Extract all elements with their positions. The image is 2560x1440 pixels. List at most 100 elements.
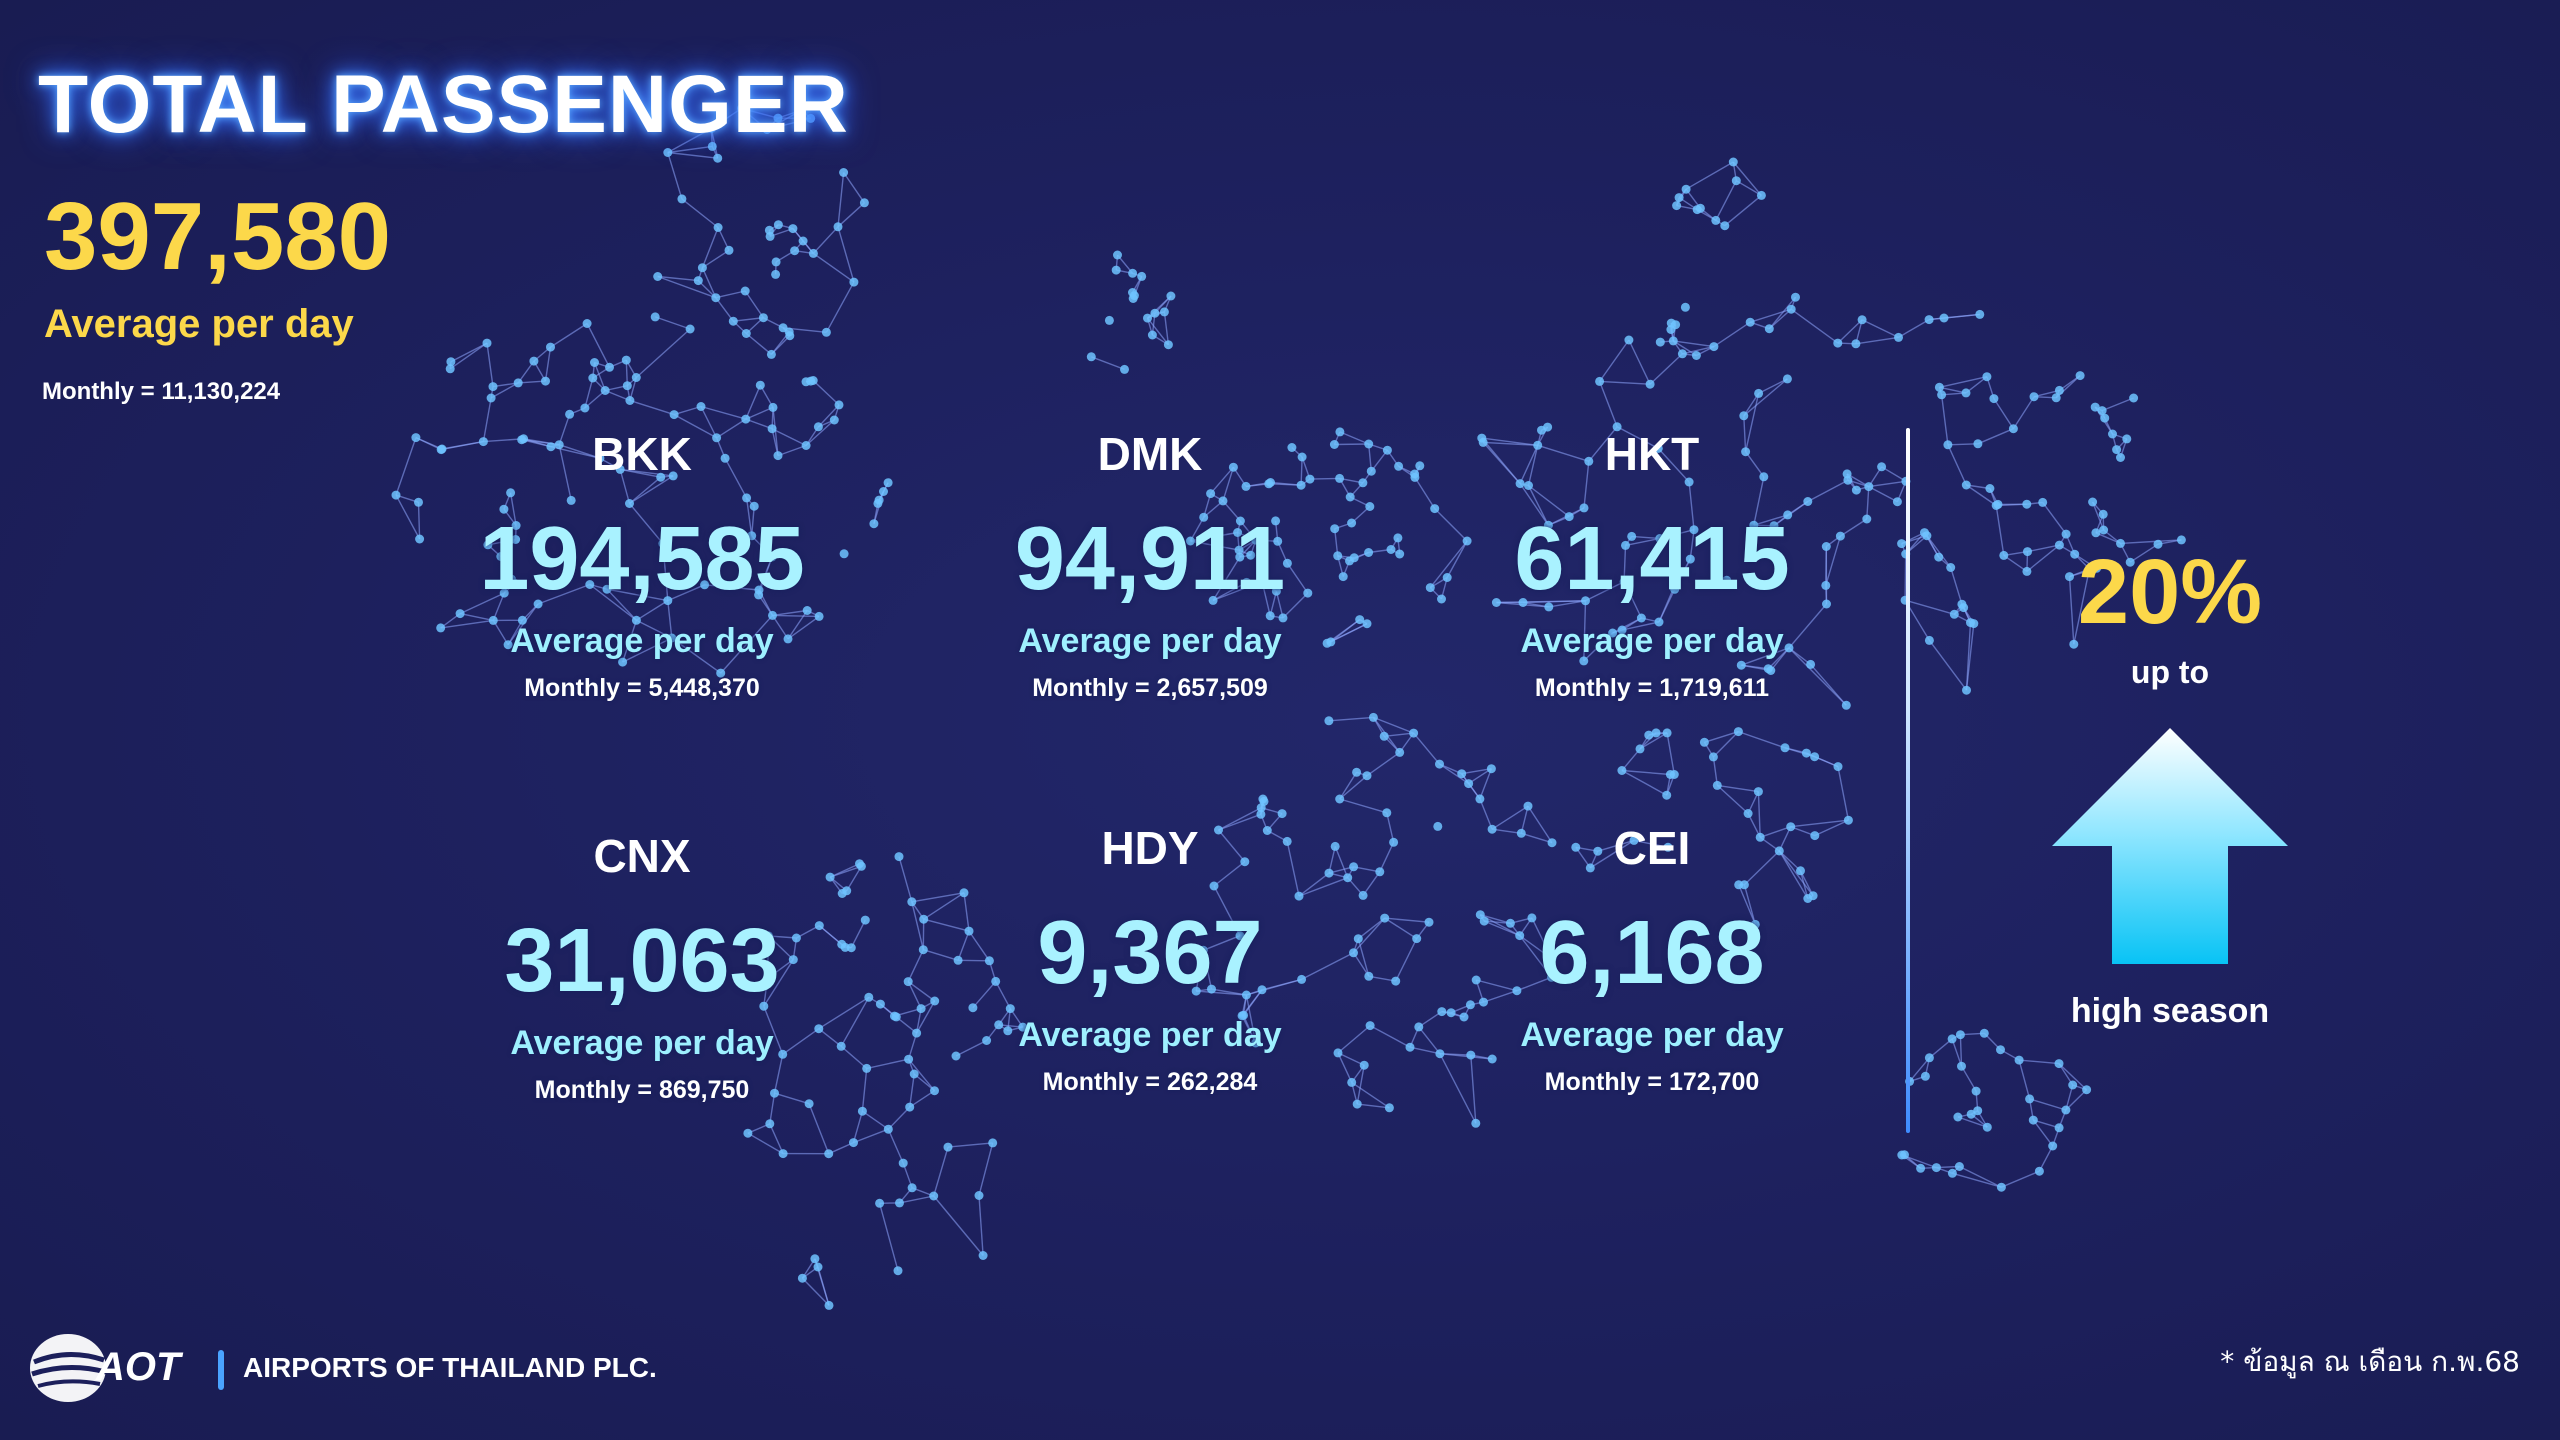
map-node	[1985, 484, 1995, 493]
map-edge	[1741, 647, 1790, 666]
map-node	[1924, 1053, 1934, 1063]
map-node	[1624, 335, 1634, 345]
map-edge	[1337, 1052, 1365, 1066]
map-edge	[1395, 938, 1418, 982]
map-node	[873, 498, 883, 508]
map-node	[904, 1054, 914, 1064]
map-edge	[1190, 540, 1240, 551]
map-node	[2054, 1123, 2064, 1133]
map-node	[1937, 390, 1947, 400]
map-node	[978, 1251, 988, 1260]
map-node	[677, 194, 687, 204]
map-node	[903, 977, 913, 987]
map-edge	[1202, 950, 1213, 990]
map-node	[1479, 916, 1489, 926]
map-edge	[1753, 476, 1765, 526]
map-node	[1412, 934, 1422, 944]
map-node	[2098, 509, 2108, 519]
map-edge	[1583, 632, 1614, 662]
map-edge	[1222, 466, 1235, 502]
map-node	[1999, 550, 2009, 560]
map-edge	[1369, 1024, 1411, 1048]
map-node	[771, 257, 781, 267]
map-node	[1251, 1038, 1261, 1048]
map-node	[1395, 747, 1405, 757]
map-node	[1264, 479, 1274, 489]
vertical-divider	[1906, 428, 1910, 1133]
map-edge	[483, 438, 524, 443]
map-node	[953, 955, 963, 965]
map-edge	[843, 172, 865, 204]
map-node	[1685, 554, 1695, 564]
map-node	[1774, 846, 1784, 856]
map-edge	[862, 1110, 889, 1130]
map-edge	[741, 107, 779, 119]
map-edge	[667, 152, 683, 200]
map-node	[602, 584, 612, 594]
map-edge	[1588, 426, 1618, 462]
map-node	[1759, 472, 1769, 482]
map-node	[483, 540, 493, 550]
map-node	[1364, 439, 1374, 449]
map-edge	[1413, 732, 1441, 765]
map-node	[1241, 990, 1251, 1000]
airport-card-hkt: HKT 61,415 Average per day Monthly = 1,7…	[1442, 424, 1862, 706]
map-node	[1362, 771, 1372, 781]
map-edge	[745, 418, 773, 430]
map-edge	[1716, 784, 1749, 815]
map-node	[959, 888, 969, 898]
map-node	[2088, 497, 2098, 507]
map-node	[737, 103, 746, 113]
map-edge	[2073, 568, 2091, 645]
map-node	[1297, 452, 1307, 462]
map-node	[1128, 268, 1138, 278]
map-node	[724, 245, 734, 255]
company-name: AIRPORTS OF THAILAND PLC.	[243, 1352, 657, 1383]
map-node	[1764, 324, 1774, 334]
map-edge	[1904, 553, 1907, 601]
map-edge	[787, 615, 820, 640]
map-node	[1971, 1086, 1981, 1096]
map-node	[1199, 512, 1209, 522]
map-node	[2054, 1059, 2064, 1069]
map-edge	[958, 959, 990, 962]
map-node	[1959, 603, 1969, 613]
map-node	[1949, 609, 1959, 619]
map-edge	[459, 592, 505, 615]
map-edge	[745, 332, 772, 355]
map-node	[1734, 880, 1744, 890]
map-node	[519, 434, 529, 444]
map-node	[2014, 1055, 2024, 1065]
airport-average-label: Average per day	[510, 1024, 774, 1062]
map-edge	[1337, 1025, 1371, 1054]
map-edge	[449, 342, 488, 370]
map-edge	[1384, 732, 1414, 737]
map-node	[2061, 1105, 2071, 1115]
map-edge	[2001, 1170, 2040, 1188]
map-node	[964, 926, 974, 936]
map-node	[1241, 481, 1251, 491]
map-node	[1612, 422, 1622, 432]
map-node	[1475, 794, 1485, 804]
map-node	[455, 609, 465, 619]
airport-code: CEI	[1613, 822, 1691, 874]
map-edge	[1743, 415, 1747, 452]
map-edge	[978, 1142, 994, 1196]
airport-card-cnx: CNX 31,063 Average per day Monthly = 869…	[432, 826, 852, 1108]
map-edge	[767, 959, 794, 980]
map-node	[1584, 456, 1594, 466]
map-node	[825, 872, 835, 882]
map-node	[1386, 545, 1396, 554]
map-node	[1692, 205, 1702, 215]
map-node	[1364, 971, 1374, 981]
map-edge	[1491, 805, 1529, 830]
map-node	[2023, 547, 2032, 557]
map-edge	[768, 935, 797, 939]
map-edge	[923, 918, 970, 932]
map-edge	[744, 290, 764, 319]
map-edge	[899, 1195, 934, 1204]
map-node	[1677, 349, 1687, 359]
map-node	[755, 380, 765, 390]
map-node	[1691, 351, 1701, 360]
map-edge	[1282, 592, 1309, 619]
